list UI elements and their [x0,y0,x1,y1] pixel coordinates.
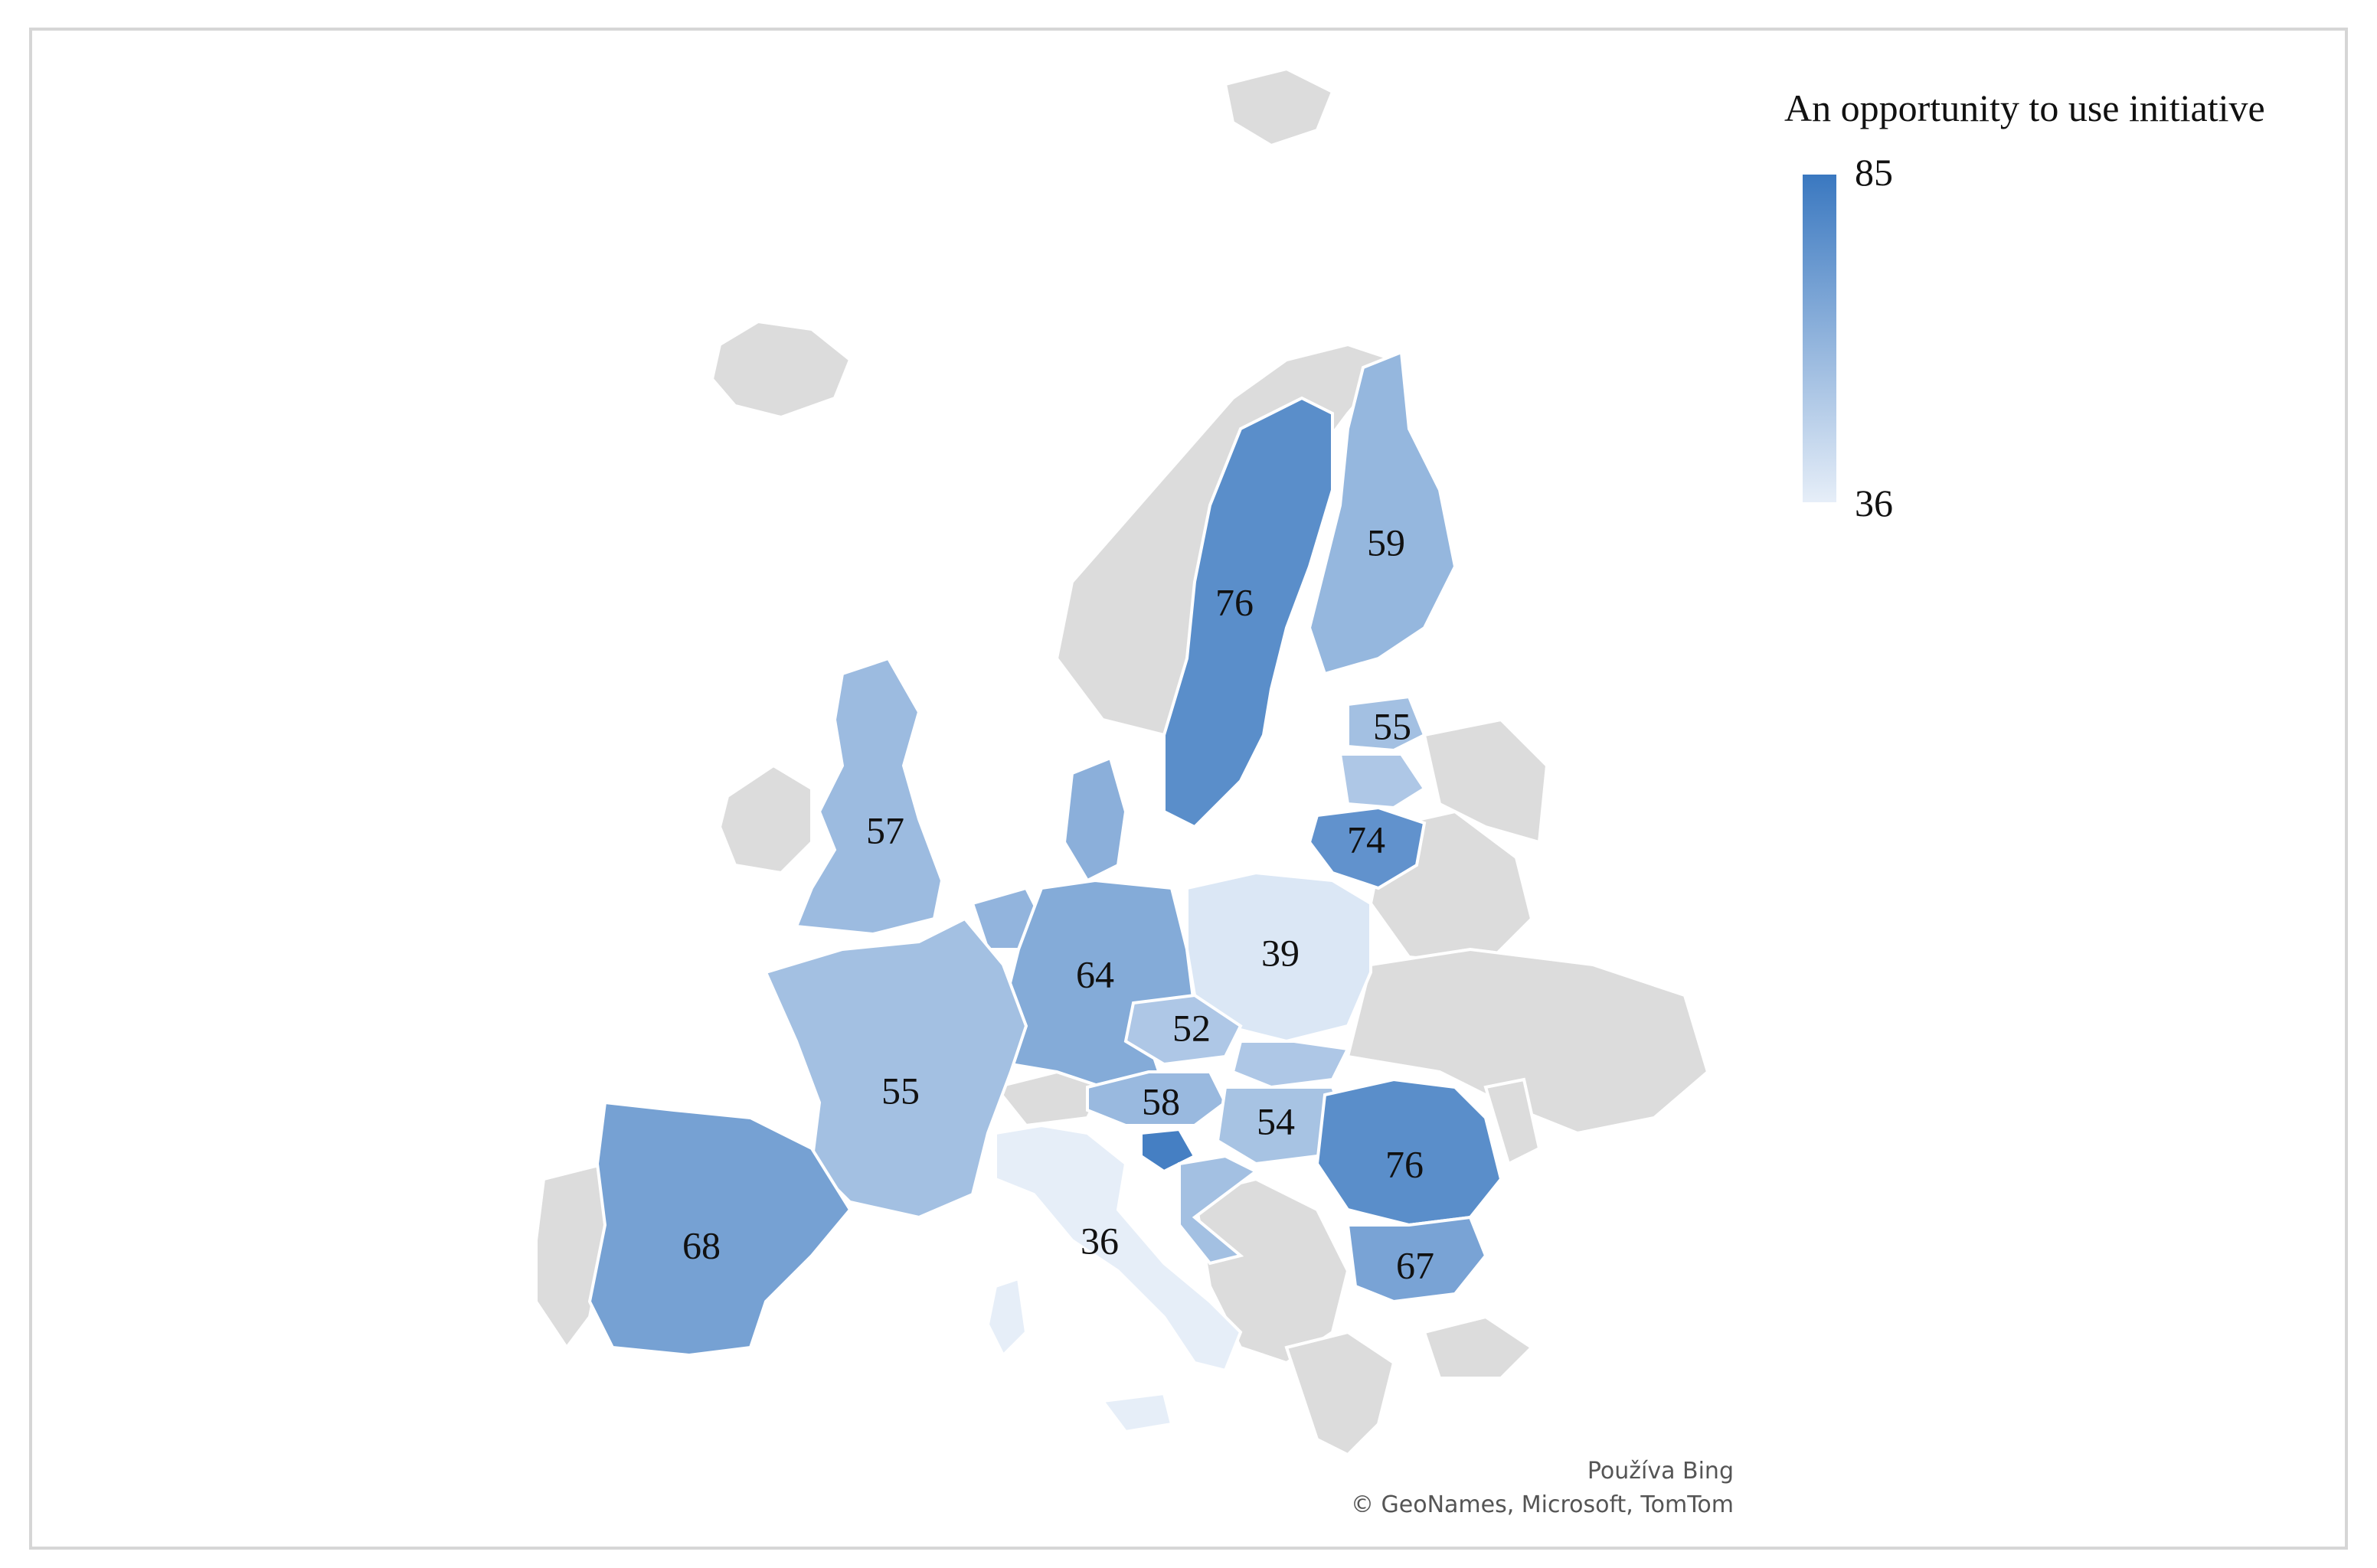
country-france [763,916,1028,1220]
attribution-copyright: © GeoNames, Microsoft, TomTom [1350,1491,1734,1518]
label-poland: 39 [1261,931,1300,974]
label-bulgaria: 67 [1396,1243,1434,1286]
label-lithuania: 74 [1347,818,1385,861]
country-italy [994,1123,1243,1373]
country-austria [1086,1070,1228,1127]
label-hungary: 54 [1257,1099,1295,1142]
label-czechia: 52 [1172,1006,1211,1049]
label-germany: 64 [1076,952,1114,995]
label-estonia: 55 [1373,704,1411,747]
value-labels: 76 59 55 74 57 64 39 52 58 54 76 67 55 6… [682,521,1434,1286]
country-sweden [1162,396,1334,829]
attribution-provider: Používa Bing [1587,1458,1734,1485]
country-sardinia [986,1276,1028,1358]
country-bulgaria [1345,1215,1488,1304]
legend-max-label: 85 [1855,151,1893,194]
label-austria: 58 [1142,1080,1180,1122]
country-iceland [710,319,852,420]
country-poland [1185,871,1372,1044]
label-united-kingdom: 57 [866,808,904,851]
country-estonia [1346,694,1427,753]
country-ukraine [1345,947,1710,1135]
legend-color-scale [1803,175,1836,502]
country-united-kingdom [794,656,944,936]
country-portugal [535,1161,607,1351]
country-svalbard [1223,67,1335,148]
label-italy: 36 [1081,1219,1119,1262]
country-slovakia [1231,1040,1351,1089]
country-romania [1315,1077,1503,1227]
country-turkey-west [1422,1315,1535,1380]
legend-title: An opportunity to use initiative [1784,87,2265,129]
data-countries [587,350,1503,1434]
country-latvia [1338,753,1427,810]
country-balkans [1192,1177,1350,1365]
country-russia-west [1422,717,1549,844]
map-attribution: Používa Bing © GeoNames, Microsoft, TomT… [1351,1455,1734,1522]
legend-min-label: 36 [1855,482,1893,524]
country-finland [1307,350,1457,676]
label-sweden: 76 [1215,580,1254,623]
label-finland: 59 [1367,521,1405,564]
country-lithuania [1307,805,1427,890]
country-sicily [1100,1391,1174,1434]
country-spain [587,1100,852,1357]
country-greece [1284,1330,1396,1457]
country-moldova [1483,1077,1542,1166]
label-romania: 76 [1385,1142,1424,1185]
label-france: 55 [881,1069,920,1112]
country-croatia [1178,1154,1259,1266]
country-ireland [718,763,813,875]
country-czechia [1123,993,1243,1067]
label-spain: 68 [682,1223,721,1266]
country-denmark [1062,756,1128,883]
